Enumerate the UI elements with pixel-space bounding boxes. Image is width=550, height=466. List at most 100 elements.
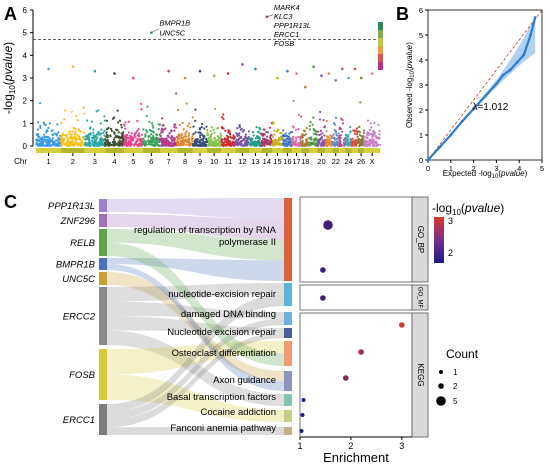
pvalue-colorbar: [434, 217, 444, 263]
snp-point: [173, 125, 176, 128]
snp-point: [195, 144, 198, 147]
snp-point: [137, 127, 140, 131]
snp-point: [83, 131, 86, 134]
snp-point: [107, 126, 110, 130]
snp-point: [273, 133, 276, 136]
snp-point: [113, 136, 116, 139]
snp-point: [63, 109, 67, 112]
snp-point: [125, 142, 128, 145]
snp-point: [147, 135, 150, 138]
snp-point: [106, 140, 109, 144]
annotation-leader: [151, 28, 160, 33]
snp-point-top: [71, 65, 75, 68]
snp-point: [315, 138, 318, 141]
snp-point: [223, 138, 226, 141]
snp-point: [74, 128, 77, 131]
snp-point: [294, 143, 297, 146]
snp-point-top: [241, 63, 244, 66]
snp-point: [291, 139, 294, 142]
snp-point: [151, 138, 154, 141]
snp-point: [266, 135, 269, 138]
term-label: damaged DNA binding: [181, 309, 276, 320]
snp-point: [69, 140, 72, 143]
x-tick-label: 2: [348, 441, 353, 451]
snp-point: [252, 134, 255, 137]
snp-point: [373, 121, 376, 124]
snp-point: [208, 143, 211, 146]
snp-point: [177, 135, 180, 138]
annotation-klc3: KLC3: [274, 12, 294, 21]
snp-point: [43, 136, 46, 139]
snp-point: [325, 130, 328, 133]
panel-label-a: A: [4, 4, 17, 24]
x-tick-label: 6: [149, 157, 153, 166]
snp-point: [330, 140, 333, 143]
snp-point: [249, 143, 252, 146]
snp-point: [182, 136, 185, 139]
snp-point: [301, 140, 304, 143]
snp-point: [116, 109, 119, 112]
snp-point: [209, 129, 212, 133]
snp-point: [174, 123, 177, 126]
snp-point: [203, 142, 206, 145]
snp-point: [68, 136, 71, 139]
snp-point: [310, 138, 313, 141]
snp-point: [337, 132, 340, 135]
snp-point: [105, 128, 109, 131]
snp-point: [222, 117, 225, 120]
count-legend-label: 1: [453, 368, 458, 377]
x-tick-label: 5: [540, 164, 544, 173]
term-node: [284, 410, 292, 422]
snp-point: [363, 129, 366, 132]
snp-point: [148, 120, 151, 123]
qq-point: [460, 119, 464, 123]
snp-point: [231, 136, 235, 139]
y-tick-label: 5: [23, 29, 28, 38]
snp-point-top: [286, 69, 289, 73]
x-tick-label: X: [370, 157, 375, 166]
snp-point: [356, 133, 359, 136]
sankey-link: [107, 427, 284, 435]
snp-point: [118, 139, 121, 142]
term-node: [284, 312, 292, 325]
gene-node: [99, 229, 107, 256]
snp-point: [279, 138, 282, 141]
qq-point: [438, 146, 441, 149]
snp-point: [79, 144, 82, 147]
snp-point: [152, 141, 156, 144]
qq-point: [472, 107, 475, 111]
snp-point: [121, 138, 124, 141]
snp-point: [174, 126, 178, 129]
snp-point: [300, 115, 303, 118]
snp-point: [200, 126, 203, 129]
snp-point: [233, 136, 236, 139]
snp-point: [38, 139, 41, 142]
snp-point: [188, 144, 191, 147]
snp-point: [306, 144, 309, 147]
chromosome-density-bar: [221, 148, 236, 153]
snp-point-top: [212, 74, 216, 77]
snp-point: [92, 135, 96, 139]
x-tick-label: 20: [317, 157, 325, 166]
snp-point: [361, 137, 365, 140]
snp-point: [236, 138, 240, 142]
gene-node: [99, 258, 107, 270]
snp-point: [292, 141, 295, 145]
snp-point: [358, 125, 361, 128]
snp-point: [84, 135, 87, 138]
snp-point: [319, 129, 322, 132]
snp-point: [82, 106, 85, 109]
snp-point: [285, 138, 288, 141]
snp-point: [51, 134, 55, 137]
snp-point: [297, 113, 300, 116]
snp-point: [303, 143, 306, 146]
facet-strip: [411, 312, 429, 438]
snp-point: [95, 138, 98, 141]
snp-point: [298, 142, 301, 145]
snp-point: [146, 130, 149, 133]
snp-point: [39, 124, 42, 127]
snp-point: [42, 144, 45, 147]
annotation-fosb: FOSB: [274, 39, 294, 48]
term-label: Nucleotide excision repair: [167, 327, 276, 338]
snp-point: [224, 140, 227, 143]
